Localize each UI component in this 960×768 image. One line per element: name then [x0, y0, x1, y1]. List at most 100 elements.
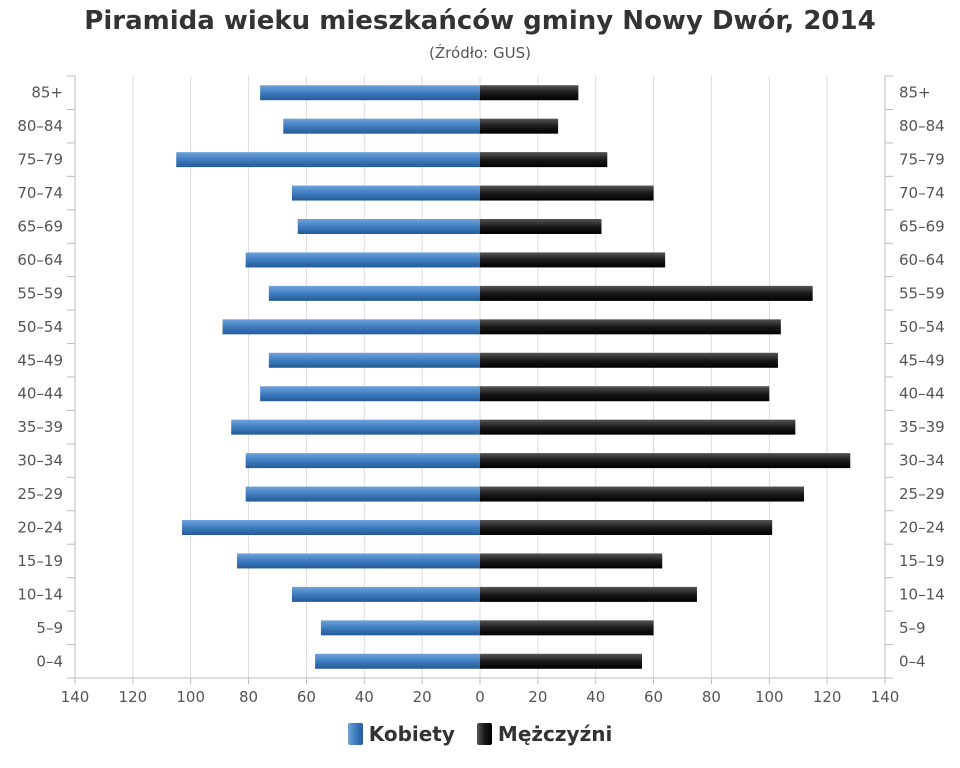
tick-labels: 140 120 100 80 60 40 20 0 20 40 60 80 100 120 140 85+ 85… [17, 84, 944, 706]
x-tick-label: 80 [702, 688, 721, 706]
y-tick-label-left: 75–79 [17, 151, 63, 169]
bar-mezczyzni[interactable] [480, 553, 663, 569]
bar-kobiety[interactable] [315, 653, 480, 669]
y-tick-label-right: 10–14 [899, 585, 945, 603]
bar-kobiety[interactable] [268, 285, 480, 301]
bar-kobiety[interactable] [297, 219, 480, 234]
x-tick-label: 0 [475, 688, 485, 706]
x-tick-label: 100 [755, 688, 784, 706]
x-tick-label: 40 [586, 688, 605, 706]
y-tick-label-right: 40–44 [899, 385, 945, 403]
bar-mezczyzni[interactable] [480, 620, 654, 636]
bar-mezczyzni[interactable] [480, 486, 804, 502]
y-tick-label-left: 35–39 [17, 418, 63, 436]
y-tick-label-right: 85+ [899, 84, 931, 102]
bar-mezczyzni[interactable] [480, 653, 642, 669]
y-tick-label-left: 30–34 [17, 452, 63, 470]
bar-mezczyzni[interactable] [480, 85, 579, 101]
x-tick-label: 40 [355, 688, 374, 706]
bar-kobiety[interactable] [268, 352, 480, 368]
bar-mezczyzni[interactable] [480, 219, 602, 234]
legend-swatch-male [476, 723, 492, 745]
y-tick-label-right: 80–84 [899, 117, 945, 135]
bar-kobiety[interactable] [237, 553, 480, 569]
y-tick-label-right: 15–19 [899, 552, 945, 570]
bar-kobiety[interactable] [260, 85, 480, 101]
x-tick-label: 120 [813, 688, 842, 706]
bar-mezczyzni[interactable] [480, 285, 813, 301]
chart-subtitle: (Źródło: GUS) [429, 44, 531, 62]
bar-kobiety[interactable] [320, 620, 480, 636]
y-tick-label-right: 55–59 [899, 284, 945, 302]
bar-mezczyzni[interactable] [480, 118, 559, 134]
y-tick-label-left: 55–59 [17, 284, 63, 302]
y-tick-label-right: 50–54 [899, 318, 945, 336]
y-tick-label-left: 0–4 [36, 652, 63, 670]
y-tick-label-right: 45–49 [899, 351, 945, 369]
bar-kobiety[interactable] [182, 520, 481, 535]
bar-kobiety[interactable] [291, 586, 480, 602]
y-tick-label-left: 10–14 [17, 585, 63, 603]
axes [67, 75, 893, 684]
bar-kobiety[interactable] [291, 185, 480, 201]
bar-kobiety[interactable] [245, 252, 480, 268]
y-tick-label-right: 0–4 [899, 652, 926, 670]
bar-mezczyzni[interactable] [480, 152, 608, 168]
bar-kobiety[interactable] [260, 386, 480, 402]
y-tick-label-left: 65–69 [17, 218, 63, 236]
bar-mezczyzni[interactable] [480, 352, 778, 368]
bar-kobiety[interactable] [231, 419, 480, 435]
x-tick-label: 120 [119, 688, 148, 706]
y-tick-label-right: 25–29 [899, 485, 945, 503]
x-tick-label: 60 [644, 688, 663, 706]
bar-mezczyzni[interactable] [480, 386, 770, 402]
y-tick-label-left: 20–24 [17, 519, 63, 537]
x-tick-label: 100 [176, 688, 205, 706]
x-tick-label: 20 [413, 688, 432, 706]
y-tick-label-right: 5–9 [899, 619, 926, 637]
y-tick-label-left: 5–9 [36, 619, 63, 637]
bar-kobiety[interactable] [283, 118, 480, 134]
y-tick-label-left: 45–49 [17, 351, 63, 369]
legend: Kobiety Mężczyźni [0, 722, 960, 746]
bar-mezczyzni[interactable] [480, 319, 781, 335]
bar-mezczyzni[interactable] [480, 419, 796, 435]
y-tick-label-right: 65–69 [899, 218, 945, 236]
y-tick-label-right: 30–34 [899, 452, 945, 470]
bar-kobiety[interactable] [176, 152, 480, 168]
y-tick-label-right: 60–64 [899, 251, 945, 269]
chart-title: Piramida wieku mieszkańców gminy Nowy Dw… [84, 6, 876, 36]
y-tick-label-right: 70–74 [899, 184, 945, 202]
x-tick-label: 140 [871, 688, 900, 706]
x-tick-label: 60 [297, 688, 316, 706]
legend-item-female[interactable]: Kobiety [347, 722, 455, 746]
y-tick-label-left: 85+ [31, 84, 63, 102]
x-tick-label: 140 [61, 688, 90, 706]
y-tick-label-left: 70–74 [17, 184, 63, 202]
legend-swatch-female [347, 723, 363, 745]
bar-mezczyzni[interactable] [480, 520, 773, 535]
bar-kobiety[interactable] [245, 486, 480, 502]
y-tick-label-left: 25–29 [17, 485, 63, 503]
y-tick-label-right: 75–79 [899, 151, 945, 169]
y-tick-label-left: 80–84 [17, 117, 63, 135]
bars [176, 85, 851, 669]
bar-kobiety[interactable] [222, 319, 481, 335]
x-tick-label: 20 [528, 688, 547, 706]
y-tick-label-left: 60–64 [17, 251, 63, 269]
bar-mezczyzni[interactable] [480, 252, 666, 268]
y-tick-label-left: 40–44 [17, 385, 63, 403]
y-tick-label-right: 20–24 [899, 519, 945, 537]
bar-mezczyzni[interactable] [480, 586, 697, 602]
bar-mezczyzni[interactable] [480, 185, 654, 201]
y-tick-label-left: 50–54 [17, 318, 63, 336]
x-tick-label: 80 [239, 688, 258, 706]
y-tick-label-left: 15–19 [17, 552, 63, 570]
legend-label-female: Kobiety [368, 722, 455, 746]
legend-label-male: Mężczyźni [497, 722, 613, 746]
bar-mezczyzni[interactable] [480, 453, 851, 469]
legend-item-male[interactable]: Mężczyźni [476, 722, 613, 746]
y-tick-label-right: 35–39 [899, 418, 945, 436]
bar-kobiety[interactable] [245, 453, 480, 469]
